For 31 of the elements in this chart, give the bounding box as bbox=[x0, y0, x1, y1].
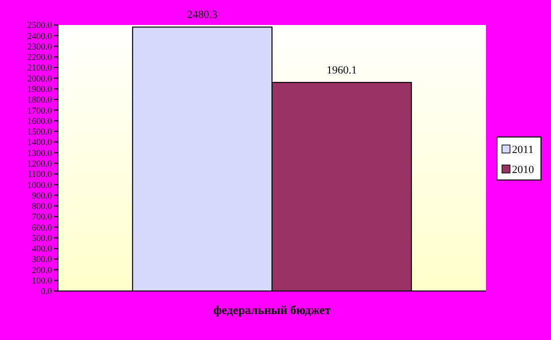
y-tick-label: 2200.0 bbox=[27, 52, 52, 62]
y-tick-label: 300.0 bbox=[32, 254, 52, 264]
x-tick-label: федеральный бюджет bbox=[213, 303, 331, 317]
y-tick-label: 1400.0 bbox=[27, 137, 52, 148]
y-tick-label: 2500.0 bbox=[27, 20, 52, 30]
legend-label: 2011 bbox=[512, 144, 534, 156]
y-tick-label: 2400.0 bbox=[27, 30, 52, 41]
y-tick-label: 1600.0 bbox=[27, 116, 52, 126]
y-tick-label: 0.0 bbox=[40, 286, 52, 296]
y-tick-label: 700.0 bbox=[32, 212, 52, 222]
y-tick-label: 2000.0 bbox=[27, 73, 52, 84]
y-tick-label: 500.0 bbox=[32, 232, 52, 243]
y-tick-label: 1700.0 bbox=[27, 105, 52, 116]
y-tick-label: 200.0 bbox=[32, 264, 52, 275]
y-tick-label: 2100.0 bbox=[27, 62, 52, 73]
y-tick-label: 2300.0 bbox=[27, 41, 52, 52]
y-tick-label: 1100.0 bbox=[28, 169, 52, 180]
y-tick-label: 900.0 bbox=[32, 190, 52, 200]
data-label: 1960.1 bbox=[326, 64, 357, 76]
data-label: 2480.3 bbox=[187, 9, 218, 22]
y-tick-label: 1200.0 bbox=[27, 158, 52, 168]
legend-label: 2010 bbox=[512, 164, 534, 176]
y-tick-label: 1000.0 bbox=[27, 180, 52, 190]
y-tick-label: 400.0 bbox=[32, 244, 52, 254]
y-tick-label: 1500.0 bbox=[27, 126, 52, 137]
y-tick-label: 600.0 bbox=[32, 222, 52, 232]
y-tick-label: 1300.0 bbox=[27, 148, 52, 158]
y-tick-label: 1800.0 bbox=[27, 94, 52, 105]
y-tick-label: 800.0 bbox=[32, 201, 52, 212]
y-tick-label: 100.0 bbox=[32, 276, 52, 286]
y-tick-label: 1900.0 bbox=[27, 84, 52, 94]
